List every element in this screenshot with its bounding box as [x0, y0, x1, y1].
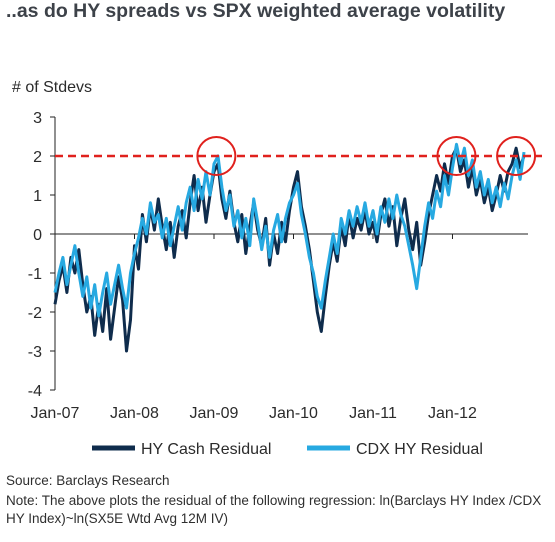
legend-label-hy-cash: HY Cash Residual: [141, 441, 271, 458]
legend-label-cdx-hy: CDX HY Residual: [356, 441, 483, 458]
y-tick-label: -2: [28, 305, 42, 322]
x-tick-label: Jan-10: [269, 405, 318, 422]
x-tick-label: Jan-12: [428, 405, 477, 422]
y-tick-label: -3: [28, 344, 42, 361]
x-tick-label: Jan-09: [190, 405, 239, 422]
source-note: Source: Barclays Research: [6, 473, 170, 488]
regression-note: Note: The above plots the residual of th…: [6, 493, 542, 526]
highlight-circles: [196, 136, 537, 176]
y-tick-label: 2: [33, 149, 42, 166]
y-axis-label: # of Stdevs: [12, 79, 92, 96]
chart-area: # of Stdevs 3 2 1 0 -1 -2 -3 -4 Jan-07 Jan-08 Jan…: [12, 79, 542, 458]
axes: [50, 116, 528, 391]
x-tick-labels: Jan-07 Jan-08 Jan-09 Jan-10 Jan-11 Jan-12: [31, 405, 478, 422]
highlight-circle: [436, 136, 477, 176]
x-tick-label: Jan-07: [31, 405, 80, 422]
x-tick-label: Jan-11: [349, 405, 397, 422]
chart-title: ..as do HY spreads vs SPX weighted avera…: [6, 0, 506, 22]
legend: HY Cash Residual CDX HY Residual: [92, 441, 483, 458]
highlight-circle: [496, 136, 537, 176]
y-tick-label: 3: [33, 110, 42, 127]
highlight-circle: [196, 136, 237, 176]
series-lines: [53, 142, 526, 353]
y-tick-label: 0: [33, 227, 42, 244]
y-tick-label: 1: [33, 188, 42, 205]
y-tick-labels: 3 2 1 0 -1 -2 -3 -4: [28, 110, 42, 400]
y-tick-label: -1: [28, 266, 42, 283]
x-tick-label: Jan-08: [110, 405, 159, 422]
series-line-hy-cash-residual: [53, 146, 526, 353]
series-line-cdx-hy-residual: [53, 142, 526, 318]
y-tick-label: -4: [28, 383, 42, 400]
